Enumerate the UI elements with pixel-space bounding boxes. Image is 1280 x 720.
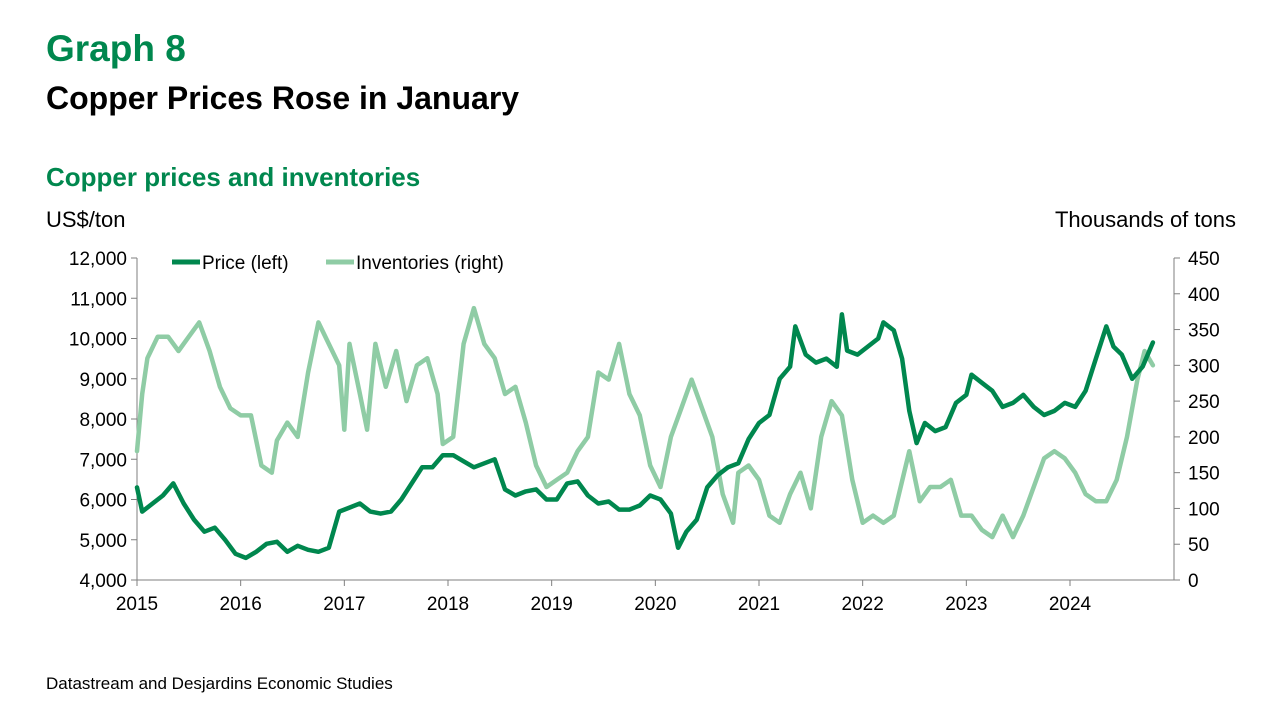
y-right-tick-label: 300 bbox=[1188, 356, 1220, 377]
y-left-tick-label: 8,000 bbox=[79, 410, 127, 431]
graph-number: Graph 8 bbox=[46, 28, 186, 69]
y-right-tick-label: 100 bbox=[1188, 499, 1220, 520]
y-right-tick-label: 200 bbox=[1188, 428, 1220, 449]
x-tick-label: 2016 bbox=[220, 594, 262, 615]
x-tick-label: 2015 bbox=[116, 594, 158, 615]
x-tick-label: 2019 bbox=[531, 594, 573, 615]
price-series-line bbox=[134, 312, 1156, 561]
y-right-tick-label: 450 bbox=[1188, 249, 1220, 270]
y-left-axis-label: US$/ton bbox=[46, 207, 126, 232]
y-left-tick-label: 10,000 bbox=[69, 330, 127, 351]
chart-subtitle: Copper prices and inventories bbox=[46, 162, 421, 192]
legend-item-inventories-label: Inventories (right) bbox=[356, 253, 504, 274]
y-right-tick-label: 150 bbox=[1188, 464, 1220, 485]
axes: 4,000 5,000 6,000 7,000 8,000 9,000 10,000 11,0… bbox=[69, 249, 1220, 615]
y-right-tick-label: 350 bbox=[1188, 321, 1220, 342]
y-left-tick-label: 9,000 bbox=[79, 370, 127, 391]
y-right-tick-label: 250 bbox=[1188, 392, 1220, 413]
source-note: Datastream and Desjardins Economic Studi… bbox=[46, 674, 393, 693]
x-tick-label: 2024 bbox=[1049, 594, 1092, 615]
graph-title: Copper Prices Rose in January bbox=[46, 80, 520, 116]
legend-item-inventories: Inventories (right) bbox=[326, 253, 504, 274]
legend-item-price: Price (left) bbox=[172, 253, 289, 274]
y-right-axis-label: Thousands of tons bbox=[1055, 207, 1236, 232]
y-left-tick-label: 12,000 bbox=[69, 249, 127, 270]
y-left-tick-label: 6,000 bbox=[79, 491, 127, 512]
x-tick-label: 2020 bbox=[634, 594, 676, 615]
y-left-tick-label: 7,000 bbox=[79, 450, 127, 471]
y-left-tick-label: 5,000 bbox=[79, 531, 127, 552]
legend-item-price-label: Price (left) bbox=[202, 253, 289, 274]
x-tick-label: 2017 bbox=[323, 594, 365, 615]
x-tick-label: 2018 bbox=[427, 594, 469, 615]
y-right-tick-label: 50 bbox=[1188, 535, 1209, 556]
y-right-tick-label: 400 bbox=[1188, 285, 1220, 306]
x-tick-label: 2021 bbox=[738, 594, 780, 615]
x-tick-label: 2022 bbox=[842, 594, 884, 615]
legend: Price (left) Inventories (right) bbox=[172, 253, 504, 274]
inventories-series-line bbox=[134, 305, 1156, 540]
series-lines bbox=[134, 305, 1156, 561]
x-tick-label: 2023 bbox=[945, 594, 987, 615]
y-left-tick-label: 11,000 bbox=[70, 289, 127, 310]
y-right-tick-label: 0 bbox=[1188, 571, 1199, 592]
y-left-tick-label: 4,000 bbox=[79, 571, 127, 592]
